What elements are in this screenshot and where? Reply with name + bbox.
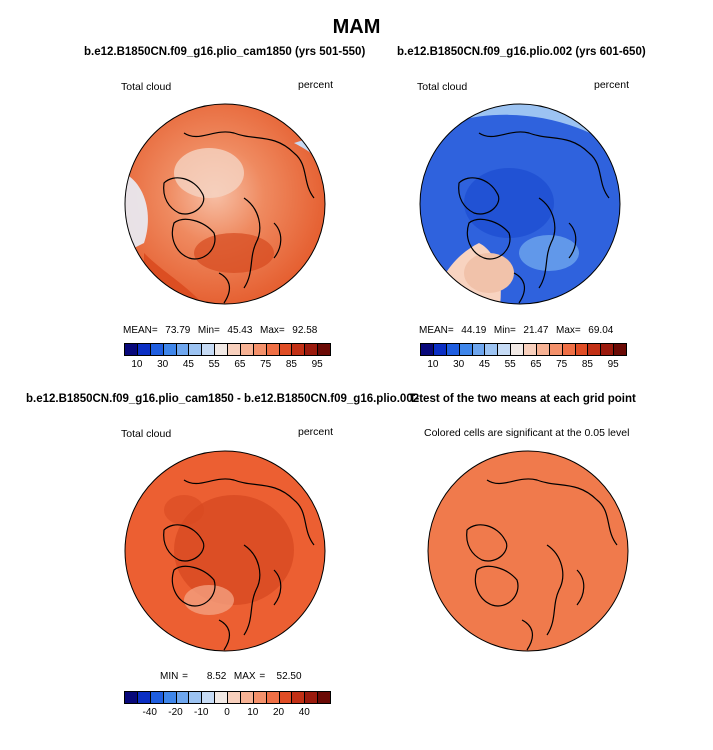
colorbar-swatch — [136, 343, 151, 356]
panel4-subtitle: Colored cells are significant at the 0.0… — [424, 427, 630, 439]
colorbar-swatch — [317, 343, 331, 356]
colorbar-swatch — [613, 343, 627, 356]
colorbar-tick-label: -40 — [142, 707, 157, 718]
colorbar-panel3: -40 -20 -10 0 10 20 40 — [124, 691, 331, 721]
colorbar-tick-label: 95 — [607, 359, 619, 370]
panel2-right-label: percent — [594, 79, 630, 91]
colorbar-swatch — [188, 343, 203, 356]
colorbar-swatch — [291, 691, 306, 704]
colorbar-tick-label: -20 — [168, 707, 183, 718]
colorbar-swatch — [252, 343, 267, 356]
colorbar-swatch — [523, 343, 537, 356]
colorbar-swatch — [265, 343, 280, 356]
colorbar-tick-label: 75 — [556, 359, 568, 370]
panel3-right-label: percent — [298, 426, 334, 438]
colorbar-swatch — [136, 691, 151, 704]
colorbar-swatch — [188, 691, 203, 704]
colorbar-tick-label: 85 — [581, 359, 593, 370]
colorbar-tick-label: 10 — [427, 359, 439, 370]
colorbar-swatch — [278, 691, 293, 704]
colorbar-swatch — [497, 343, 512, 356]
colorbar-swatch — [510, 343, 524, 356]
colorbar-swatch — [162, 343, 177, 356]
colorbar-swatch — [149, 343, 164, 356]
panel4-title: T-test of the two means at each grid poi… — [409, 393, 636, 405]
panel2-left-label: Total cloud — [417, 81, 468, 93]
colorbar-swatch — [445, 343, 460, 356]
colorbar-swatch — [175, 691, 190, 704]
colorbar-swatch — [201, 343, 216, 356]
colorbar-tick-label: -10 — [194, 707, 209, 718]
colorbar-tick-label: 45 — [182, 359, 194, 370]
colorbar-swatch — [149, 691, 164, 704]
colorbar-tick-label: 65 — [234, 359, 246, 370]
colorbar-swatch — [317, 691, 331, 704]
colorbar-tick-label: 10 — [131, 359, 143, 370]
colorbar-swatch — [239, 691, 254, 704]
colorbar-swatch — [201, 691, 216, 704]
colorbar-swatch — [484, 343, 499, 356]
colorbar-swatch — [304, 691, 319, 704]
colorbar-panel2: 10 30 45 55 65 75 85 95 — [420, 343, 627, 373]
panel2-stats: MEAN= 44.19 Min= 21.47 Max= 69.04 — [419, 325, 614, 336]
colorbar-panel1: 10 30 45 55 65 75 85 95 — [124, 343, 331, 373]
figure-title: MAM — [332, 16, 381, 38]
polar-map-panel2 — [419, 103, 621, 305]
polar-map-panel4 — [427, 450, 629, 652]
colorbar-swatch — [278, 343, 293, 356]
colorbar-swatch — [124, 343, 138, 356]
colorbar-tick-label: 75 — [260, 359, 272, 370]
colorbar-swatch — [227, 343, 241, 356]
colorbar-tick-label: 55 — [504, 359, 516, 370]
colorbar-swatch — [432, 343, 447, 356]
panel3-stats: MIN = 8.52 MAX = 52.50 — [160, 671, 302, 682]
colorbar-swatch — [458, 343, 473, 356]
colorbar-tick-label: 45 — [478, 359, 490, 370]
polar-map-panel3 — [124, 450, 326, 652]
panel1-stats: MEAN= 73.79 Min= 45.43 Max= 92.58 — [123, 325, 318, 336]
colorbar-swatch — [535, 343, 550, 356]
colorbar-swatch — [587, 343, 602, 356]
colorbar-swatch — [548, 343, 563, 356]
panel1-title: b.e12.B1850CN.f09_g16.plio_cam1850 (yrs … — [84, 46, 366, 58]
colorbar-tick-label: 40 — [298, 707, 310, 718]
colorbar-swatch — [124, 691, 138, 704]
colorbar-swatch — [561, 343, 576, 356]
polar-map-panel1 — [124, 103, 326, 305]
colorbar-swatch — [265, 691, 280, 704]
colorbar-swatch — [574, 343, 589, 356]
colorbar-swatch — [227, 691, 241, 704]
colorbar-tick-label: 85 — [285, 359, 297, 370]
colorbar-tick-label: 10 — [247, 707, 259, 718]
colorbar-swatch — [214, 691, 228, 704]
colorbar-tick-label: 30 — [157, 359, 169, 370]
panel1-left-label: Total cloud — [121, 81, 172, 93]
colorbar-swatch — [471, 343, 486, 356]
colorbar-tick-label: 65 — [530, 359, 542, 370]
colorbar-swatch — [175, 343, 190, 356]
panel3-left-label: Total cloud — [121, 428, 172, 440]
colorbar-swatch — [420, 343, 434, 356]
colorbar-swatch — [214, 343, 228, 356]
colorbar-swatch — [239, 343, 254, 356]
colorbar-swatch — [291, 343, 306, 356]
colorbar-tick-label: 20 — [272, 707, 285, 718]
panel2-title: b.e12.B1850CN.f09_g16.plio.002 (yrs 601-… — [397, 46, 646, 58]
colorbar-swatch — [252, 691, 267, 704]
colorbar-swatch — [304, 343, 319, 356]
colorbar-tick-label: 0 — [224, 707, 230, 718]
panel3-title: b.e12.B1850CN.f09_g16.plio_cam1850 - b.e… — [26, 393, 420, 405]
colorbar-tick-label: 30 — [453, 359, 465, 370]
colorbar-swatch — [162, 691, 177, 704]
colorbar-swatch — [600, 343, 615, 356]
panel1-right-label: percent — [298, 79, 334, 91]
colorbar-tick-label: 55 — [208, 359, 220, 370]
colorbar-tick-label: 95 — [311, 359, 323, 370]
